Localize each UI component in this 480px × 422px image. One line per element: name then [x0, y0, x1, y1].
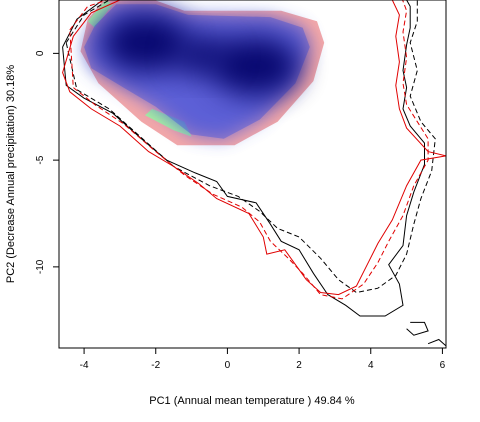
x-tick-label: -2 — [151, 360, 160, 371]
island-contour — [406, 321, 429, 336]
plot-area — [62, 0, 446, 347]
island-contour — [427, 338, 446, 347]
x-tick-label: -4 — [80, 360, 89, 371]
density-hotspot — [171, 34, 233, 77]
x-tick-label: 4 — [368, 360, 374, 371]
y-axis-label: PC2 (Decrease Annual precipitation) 30.1… — [5, 65, 17, 284]
y-tick-label: -10 — [35, 259, 46, 274]
density-hotspot — [101, 12, 189, 73]
contour-lines — [62, 0, 446, 347]
x-axis-label: PC1 (Annual mean temperature ) 49.84 % — [149, 395, 355, 407]
plot-frame — [58, 0, 447, 349]
y-axis: 0 -5 -10 — [35, 50, 59, 274]
x-tick-label: 0 — [225, 360, 231, 371]
x-tick-label: 6 — [440, 360, 446, 371]
density-regions — [80, 0, 325, 146]
x-tick-label: 2 — [296, 360, 302, 371]
y-tick-label: 0 — [35, 50, 46, 56]
red-solid-contour — [62, 0, 446, 296]
y-tick-label: -5 — [35, 155, 46, 164]
black-dashed-contour — [65, 0, 436, 294]
black-solid-contour — [62, 0, 425, 317]
x-axis: -4 -2 0 2 4 6 — [80, 348, 446, 371]
green-density-patch — [145, 108, 192, 137]
red-dashed-contour — [69, 0, 429, 300]
green-density-patch — [87, 0, 113, 28]
density-hotspot — [212, 36, 301, 97]
